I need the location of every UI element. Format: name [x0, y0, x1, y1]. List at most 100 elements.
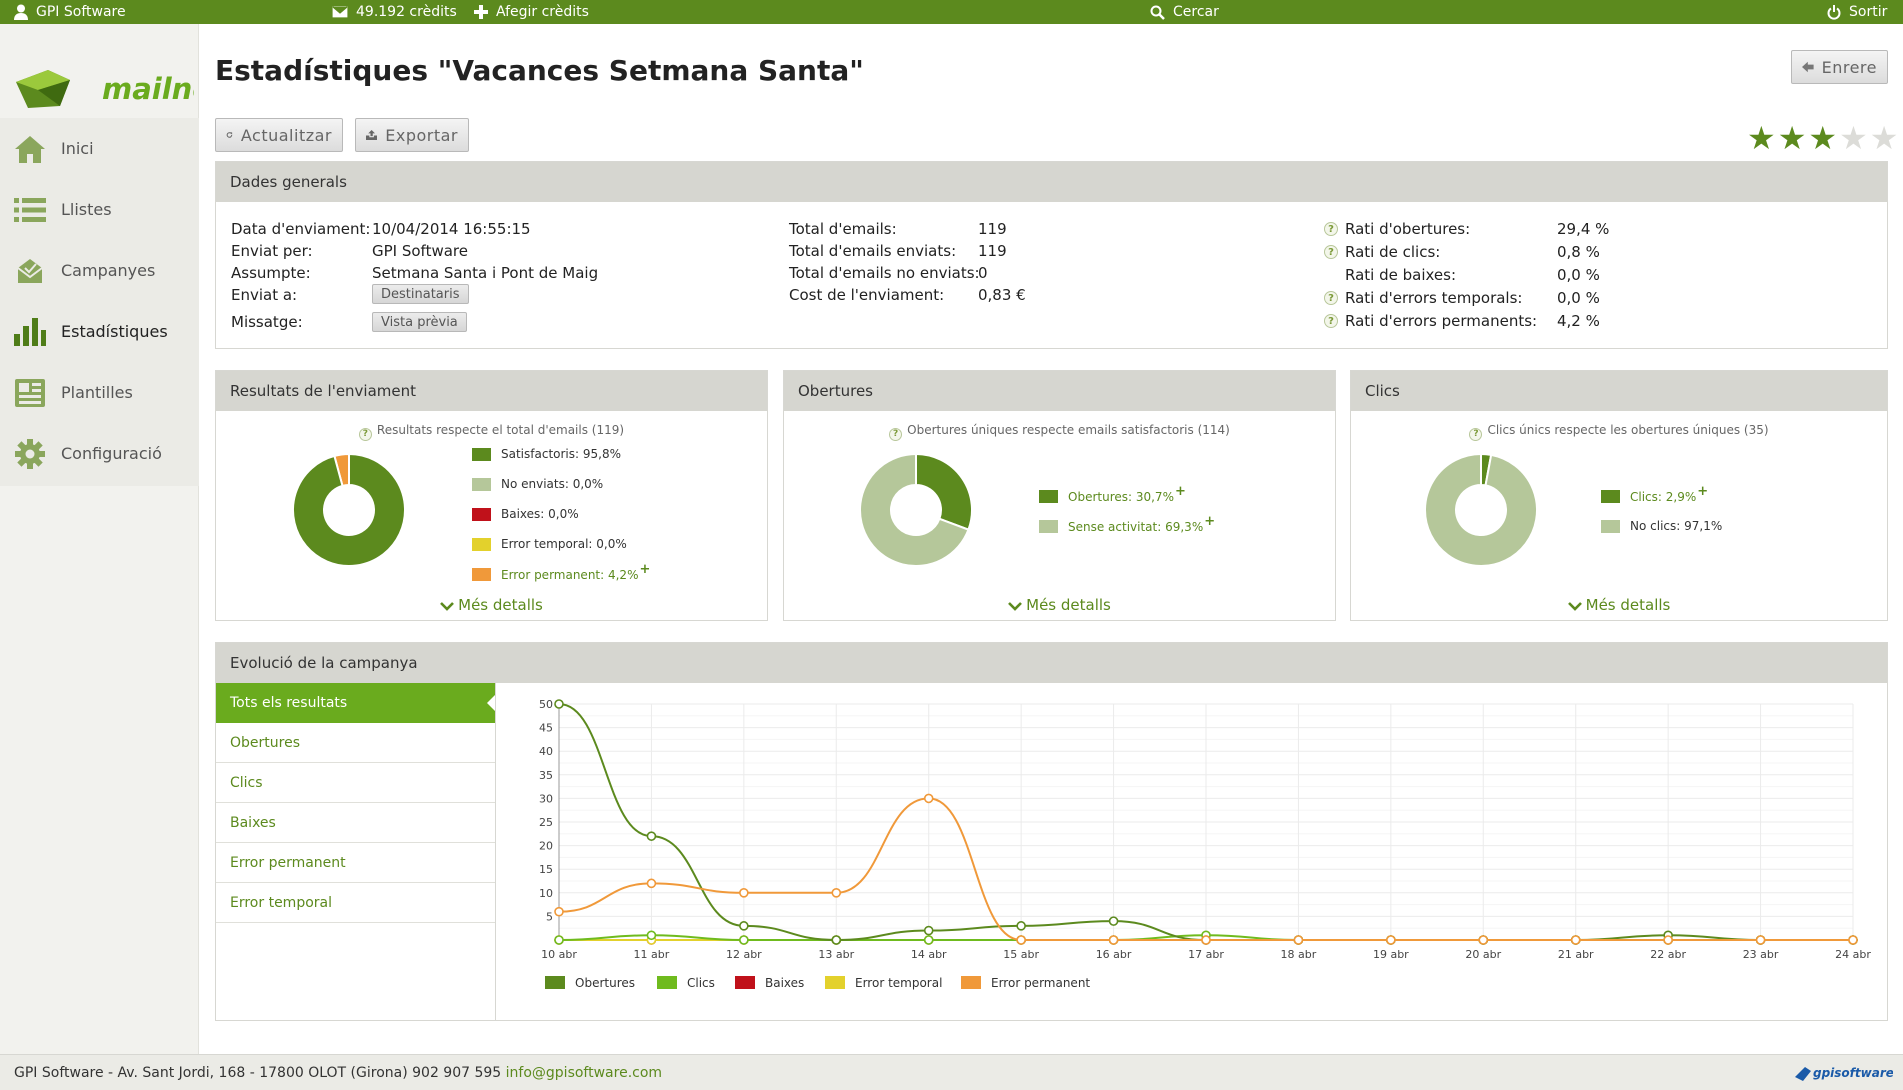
back-button[interactable]: Enrere — [1791, 50, 1888, 84]
data-point[interactable] — [1478, 935, 1489, 945]
help-icon[interactable]: ? — [1324, 314, 1338, 328]
legend-swatch — [472, 507, 491, 521]
nav-item-estadistiques[interactable]: Estadístiques — [0, 301, 199, 362]
data-point[interactable] — [1755, 935, 1766, 945]
data-point[interactable] — [646, 831, 657, 841]
panel-title: Obertures — [784, 371, 1335, 411]
nav-label: Llistes — [61, 200, 112, 219]
nav-item-llistes[interactable]: Llistes — [0, 179, 199, 240]
svg-text:gpisoftware: gpisoftware — [1813, 1066, 1893, 1080]
cost-label: Cost de l'enviament: — [789, 286, 945, 304]
data-point[interactable] — [739, 935, 749, 945]
contact-email-link[interactable]: info@gpisoftware.com — [505, 1065, 663, 1081]
legend-label[interactable]: Error temporal — [855, 976, 942, 990]
sent-by-label: Enviat per: — [231, 242, 313, 260]
data-point[interactable] — [1663, 935, 1673, 945]
data-point[interactable] — [923, 925, 934, 936]
legend-label[interactable]: Obertures — [575, 976, 635, 990]
search-label: Cercar — [1173, 4, 1219, 20]
rating-stars[interactable]: ★ ★ ★ ★ ★ — [1747, 122, 1898, 154]
data-point[interactable] — [831, 888, 842, 898]
more-details-label: Més detalls — [1026, 596, 1111, 614]
data-point[interactable] — [1386, 935, 1396, 945]
legend-label: Baixes: 0,0% — [501, 507, 579, 521]
x-tick-label: 10 abr — [541, 948, 577, 961]
evolution-tab-opens[interactable]: Obertures — [216, 723, 495, 763]
home-icon — [14, 133, 46, 165]
data-point[interactable] — [554, 906, 564, 917]
data-point[interactable] — [739, 921, 749, 931]
plus-icon — [474, 5, 488, 19]
total-emails-label: Total d'emails: — [789, 220, 897, 238]
data-point[interactable] — [1570, 935, 1581, 945]
help-icon[interactable]: ? — [1469, 427, 1483, 441]
evolution-tab-unsubscribes[interactable]: Baixes — [216, 803, 495, 843]
export-button[interactable]: Exportar — [355, 118, 469, 152]
more-details-link[interactable]: Més detalls — [1351, 596, 1887, 614]
star-icon[interactable]: ★ — [1839, 119, 1868, 157]
evolution-tab-perm-errors[interactable]: Error permanent — [216, 843, 495, 883]
mailnet-logo[interactable]: mailnet — [14, 48, 227, 120]
search-link[interactable]: Cercar — [1150, 0, 1219, 24]
recipients-button[interactable]: Destinataris — [372, 284, 469, 304]
nav-item-configuracio[interactable]: Configuració — [0, 423, 199, 484]
data-point[interactable] — [923, 793, 934, 804]
legend-swatch — [472, 477, 491, 491]
legend-swatch — [735, 976, 755, 989]
legend-item[interactable]: Error permanent: 4,2% + — [472, 562, 650, 582]
legend-label: Clics: 2,9% — [1630, 489, 1697, 504]
message-label: Missatge: — [231, 313, 303, 331]
logout-link[interactable]: Sortir — [1827, 0, 1887, 24]
temp-error-rate-value: 0,0 % — [1557, 289, 1600, 307]
data-point[interactable] — [1108, 916, 1119, 926]
data-point[interactable] — [739, 888, 749, 898]
data-point[interactable] — [1293, 935, 1304, 945]
data-point[interactable] — [554, 935, 564, 945]
star-icon[interactable]: ★ — [1777, 119, 1807, 157]
refresh-button[interactable]: Actualitzar — [215, 118, 343, 152]
legend-label[interactable]: Error permanent — [991, 976, 1090, 990]
data-point[interactable] — [1016, 935, 1026, 945]
data-point[interactable] — [923, 935, 934, 945]
data-point[interactable] — [646, 878, 657, 889]
legend-label[interactable]: Clics — [687, 976, 715, 990]
more-details-link[interactable]: Més detalls — [216, 596, 767, 614]
legend-item[interactable]: Sense activitat: 69,3% + — [1039, 514, 1215, 534]
help-icon[interactable]: ? — [1324, 291, 1338, 305]
x-tick-label: 21 abr — [1558, 948, 1594, 961]
star-icon[interactable]: ★ — [1747, 119, 1776, 157]
help-icon[interactable]: ? — [1324, 245, 1338, 259]
donut-slice — [859, 453, 970, 567]
evolution-tab-temp-errors[interactable]: Error temporal — [216, 883, 495, 923]
add-credits-link[interactable]: Afegir crèdits — [474, 0, 589, 24]
evolution-tab-all[interactable]: Tots els resultats — [216, 683, 495, 723]
data-point[interactable] — [1108, 935, 1119, 945]
more-details-link[interactable]: Més detalls — [784, 596, 1335, 614]
data-point[interactable] — [1016, 921, 1026, 931]
data-point[interactable] — [1201, 935, 1211, 945]
legend-label[interactable]: Baixes — [765, 976, 804, 990]
nav-item-plantilles[interactable]: Plantilles — [0, 362, 199, 423]
evolution-tab-clicks[interactable]: Clics — [216, 763, 495, 803]
credits-display[interactable]: 49.192 crèdits — [332, 0, 457, 24]
data-point[interactable] — [1848, 935, 1858, 945]
data-point[interactable] — [554, 699, 564, 709]
evolution-menu: Tots els resultats Obertures Clics Baixe… — [216, 683, 496, 1021]
help-icon[interactable]: ? — [1324, 222, 1338, 236]
help-icon[interactable]: ? — [889, 427, 903, 441]
help-icon[interactable]: ? — [358, 427, 372, 441]
data-point[interactable] — [646, 930, 657, 941]
user-menu[interactable]: GPI Software — [14, 0, 126, 24]
gpisoftware-logo[interactable]: gpisoftware — [1793, 1061, 1893, 1085]
legend-item[interactable]: Obertures: 30,7% + — [1039, 484, 1186, 504]
star-icon[interactable]: ★ — [1808, 119, 1838, 157]
nav-item-inici[interactable]: Inici — [0, 118, 199, 179]
user-icon — [14, 4, 28, 20]
donut-slice — [292, 453, 406, 567]
star-icon[interactable]: ★ — [1869, 119, 1899, 157]
legend-swatch — [825, 976, 845, 989]
nav-item-campanyes[interactable]: Campanyes — [0, 240, 199, 301]
data-point[interactable] — [831, 935, 842, 945]
legend-item[interactable]: Clics: 2,9% + — [1601, 484, 1708, 504]
preview-button[interactable]: Vista prèvia — [372, 312, 467, 332]
